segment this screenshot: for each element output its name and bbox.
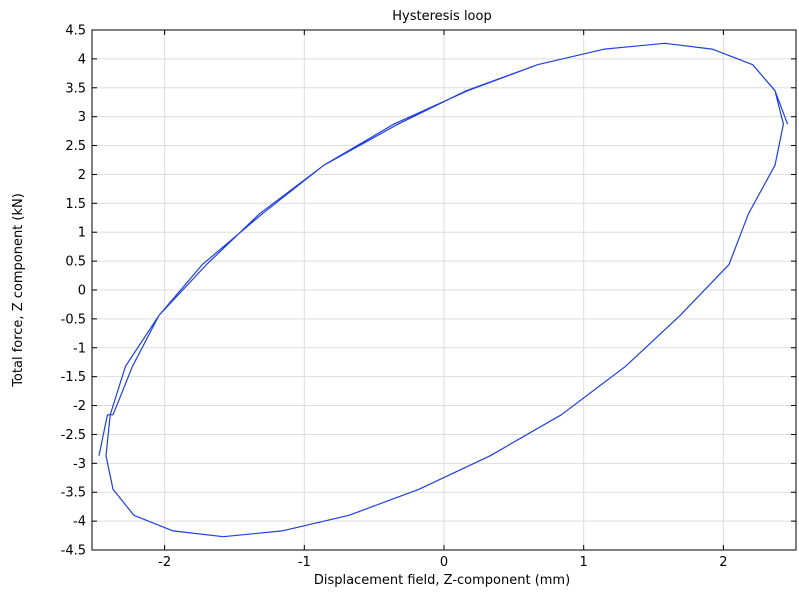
- y-tick-label: -1: [73, 341, 86, 356]
- y-tick-label: -4: [73, 515, 86, 530]
- x-tick-label: 2: [719, 555, 727, 570]
- tick-labels: -2 -1 0 1 2 -4.5 -4 -3.5 -3 -2.5 -2 -1.5 -1 -0.5 0 0.5 1…: [61, 24, 728, 571]
- y-tick-label: 0.5: [65, 255, 86, 270]
- x-axis-label: Displacement field, Z-component (mm): [314, 573, 570, 588]
- x-tick-label: 0: [440, 555, 448, 570]
- y-axis-label: Total force, Z component (kN): [11, 193, 26, 388]
- x-tick-label: -2: [158, 555, 171, 570]
- y-tick-label: -3: [73, 457, 86, 472]
- series-layer: [98, 42, 789, 538]
- y-tick-label: 3: [78, 110, 86, 125]
- y-tick-label: 2: [78, 168, 86, 183]
- y-tick-label: -0.5: [61, 312, 86, 327]
- y-tick-label: 1: [78, 226, 86, 241]
- y-tick-label: -3.5: [61, 486, 86, 501]
- y-tick-label: -2.5: [61, 428, 86, 443]
- y-tick-label: -1.5: [61, 370, 86, 385]
- y-tick-label: 3.5: [65, 81, 86, 96]
- tick-marks: [92, 29, 796, 551]
- x-tick-label: -1: [298, 555, 311, 570]
- y-tick-label: 0: [78, 284, 86, 299]
- series-line-0: [98, 42, 789, 538]
- y-tick-label: 2.5: [65, 139, 86, 154]
- y-tick-label: -2: [73, 399, 86, 414]
- x-tick-label: 1: [580, 555, 588, 570]
- y-tick-label: -4.5: [61, 544, 86, 559]
- y-tick-label: 4: [78, 52, 86, 67]
- y-tick-label: 4.5: [65, 24, 86, 39]
- y-tick-label: 1.5: [65, 197, 86, 212]
- chart-title: Hysteresis loop: [392, 9, 491, 24]
